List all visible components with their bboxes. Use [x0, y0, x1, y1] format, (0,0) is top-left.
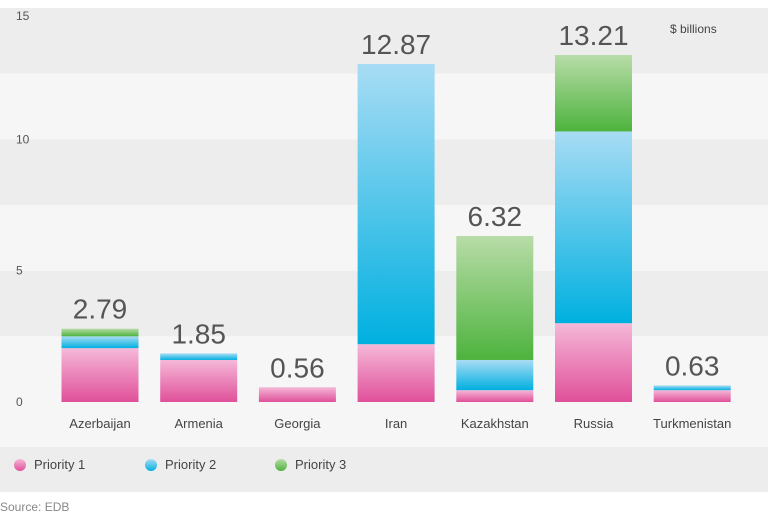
- source-text: EDB: [44, 500, 70, 514]
- x-axis-category-labels: Azerbaijan Armenia Georgia Iran Kazakhstan Ru…: [69, 416, 731, 431]
- legend-label: Priority 3: [295, 457, 346, 472]
- category-band: [0, 402, 768, 447]
- bar-segment-priority-1: [555, 323, 632, 402]
- bar-segment-priority-3: [61, 328, 139, 337]
- category-label: Kazakhstan: [461, 416, 529, 431]
- category-label: Turkmenistan: [653, 416, 731, 431]
- bar-segment-priority-2: [61, 336, 139, 349]
- legend-label: Priority 1: [34, 457, 85, 472]
- bars-group: [61, 55, 731, 402]
- legend-band: [0, 447, 768, 492]
- legend-swatch: [275, 459, 287, 471]
- bar-segment-priority-2: [555, 131, 632, 324]
- grid-band: [0, 8, 768, 74]
- bar-segment-priority-1: [61, 348, 139, 402]
- bar-total-label: 6.32: [468, 201, 523, 232]
- bar-segment-priority-1: [258, 387, 336, 402]
- y-tick-label: 15: [16, 9, 30, 23]
- category-label: Azerbaijan: [69, 416, 130, 431]
- category-label: Georgia: [274, 416, 321, 431]
- unit-label: $ billions: [670, 22, 717, 36]
- source-note: Source: EDB: [0, 500, 69, 514]
- y-tick-label: 0: [16, 395, 23, 409]
- bar-segment-priority-1: [653, 390, 731, 402]
- bar-segment-priority-2: [456, 359, 534, 391]
- category-label: Armenia: [174, 416, 223, 431]
- y-tick-label: 10: [16, 132, 30, 146]
- bar-total-label: 1.85: [171, 318, 226, 349]
- bar-total-label: 0.56: [270, 352, 325, 383]
- total-labels: 2.79 1.85 0.56 12.87 6.32 13.21 0.63: [73, 20, 720, 383]
- source-prefix: Source:: [0, 500, 42, 514]
- y-axis-ticks: 0 5 10 15: [16, 9, 30, 409]
- legend-swatch: [145, 459, 157, 471]
- bar-segment-priority-3: [555, 55, 632, 132]
- bar-segment-priority-2: [653, 385, 731, 391]
- bar-segment-priority-2: [357, 63, 435, 345]
- bar-total-label: 2.79: [73, 294, 128, 325]
- bar-segment-priority-1: [357, 344, 435, 402]
- bar-total-label: 0.63: [665, 350, 720, 381]
- category-label: Iran: [385, 416, 407, 431]
- legend-label: Priority 2: [165, 457, 216, 472]
- category-label: Russia: [574, 416, 615, 431]
- bar-total-label: 12.87: [361, 29, 431, 60]
- bar-segment-priority-1: [160, 359, 238, 402]
- y-tick-label: 5: [16, 264, 23, 278]
- bar-total-label: 13.21: [558, 20, 628, 51]
- legend: Priority 1 Priority 2 Priority 3: [14, 457, 346, 472]
- bar-segment-priority-3: [456, 235, 534, 360]
- stacked-bar-chart: 0 5 10 15 2.79 1.85 0.56 12.87 6.32 13.21 0.63 Az…: [0, 8, 768, 492]
- bar-segment-priority-1: [456, 390, 534, 402]
- legend-swatch: [14, 459, 26, 471]
- bar-segment-priority-2: [160, 353, 238, 360]
